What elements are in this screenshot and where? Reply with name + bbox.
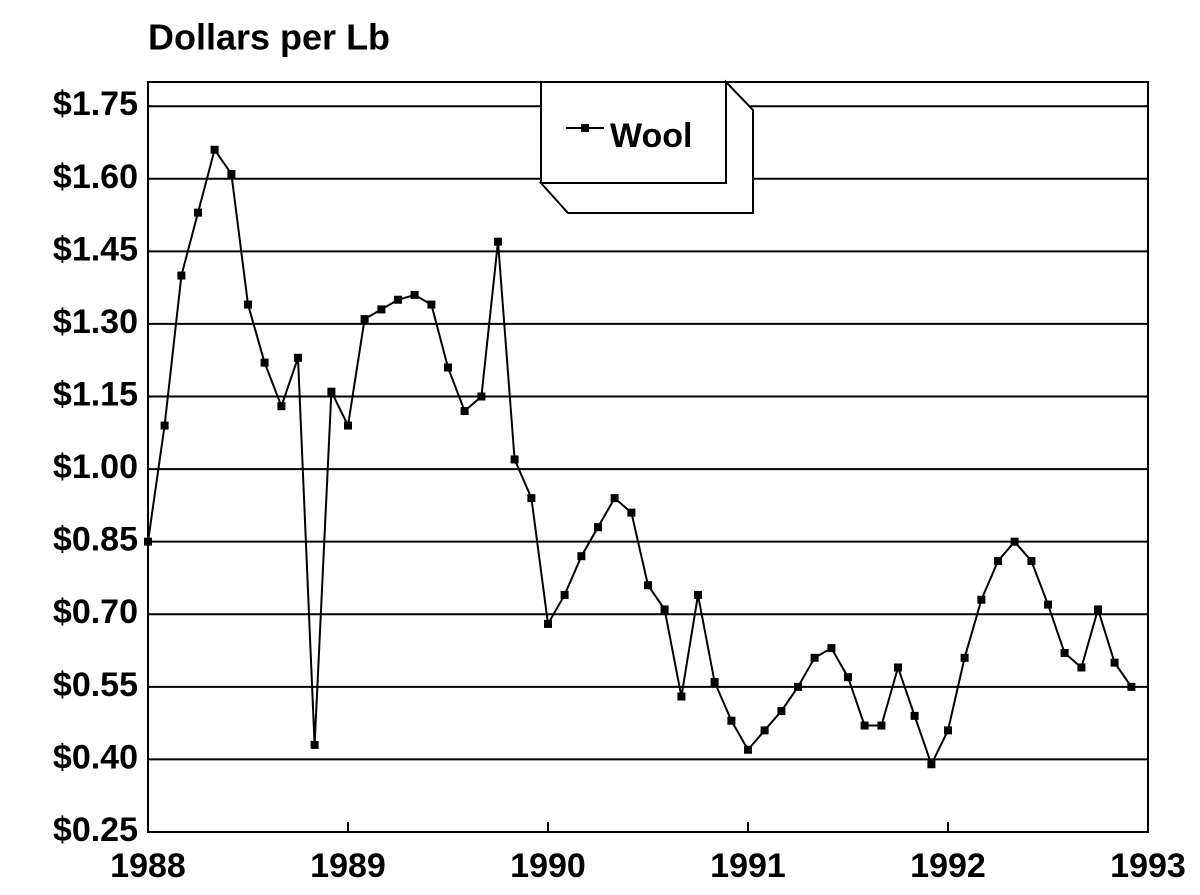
data-point	[777, 707, 786, 716]
data-point	[1077, 663, 1086, 672]
data-point	[827, 644, 836, 653]
data-point	[410, 290, 419, 299]
data-point	[277, 402, 286, 411]
data-point	[360, 315, 369, 324]
data-point	[810, 653, 819, 662]
data-point	[960, 653, 969, 662]
data-point	[210, 145, 219, 154]
data-point	[860, 721, 869, 730]
y-tick-label: $1.45	[53, 230, 138, 268]
chart-title: Dollars per Lb	[148, 17, 390, 58]
data-point	[677, 692, 686, 701]
data-point	[244, 300, 252, 309]
data-point	[194, 208, 202, 217]
y-tick-label: $0.85	[53, 521, 138, 559]
data-point	[144, 537, 152, 546]
data-point	[544, 619, 552, 628]
data-point	[394, 295, 402, 304]
data-point	[894, 663, 902, 672]
data-point	[310, 740, 319, 749]
data-point	[177, 271, 186, 280]
data-point	[1010, 537, 1019, 546]
data-point	[627, 508, 636, 517]
data-point	[227, 169, 236, 178]
data-point	[560, 590, 569, 599]
data-point	[844, 673, 852, 682]
legend-label: Wool	[610, 117, 692, 155]
x-tick-label: 1990	[510, 847, 586, 885]
x-tick-label: 1993	[1110, 847, 1186, 885]
x-tick-label: 1988	[110, 847, 186, 885]
y-tick-label: $1.00	[53, 448, 138, 486]
data-point	[610, 494, 619, 503]
data-point	[427, 300, 436, 309]
legend-marker	[581, 124, 589, 132]
data-point	[377, 305, 386, 314]
data-point	[160, 421, 169, 430]
data-point	[294, 353, 302, 362]
data-point	[527, 494, 536, 503]
data-point	[744, 745, 752, 754]
y-tick-label: $1.30	[53, 303, 138, 341]
y-tick-label: $0.70	[53, 593, 138, 631]
data-point	[910, 711, 919, 720]
data-point	[794, 682, 802, 691]
legend-box	[540, 81, 727, 184]
data-point	[444, 363, 452, 372]
x-tick-label: 1992	[910, 847, 986, 885]
data-point	[1027, 557, 1036, 566]
y-tick-label: $0.40	[53, 738, 138, 776]
data-point	[1110, 658, 1119, 667]
data-point	[344, 421, 352, 430]
y-tick-label: $1.60	[53, 158, 138, 196]
legend: Wool	[538, 79, 754, 214]
data-point	[577, 552, 586, 561]
data-point	[660, 605, 669, 614]
series-line	[147, 147, 1133, 767]
data-point	[1127, 682, 1136, 691]
data-point	[260, 358, 269, 367]
data-point	[927, 760, 936, 769]
data-point	[1094, 605, 1102, 614]
data-point	[944, 726, 952, 735]
y-tick-label: $0.25	[53, 811, 138, 849]
data-point	[760, 726, 769, 735]
data-point	[460, 407, 469, 416]
y-tick-label: $1.75	[53, 85, 138, 123]
data-point	[694, 590, 702, 599]
data-point	[594, 523, 602, 532]
x-tick-label: 1991	[710, 847, 786, 885]
data-point	[477, 392, 486, 401]
data-point	[727, 716, 736, 725]
data-point	[994, 557, 1002, 566]
data-point	[1060, 648, 1069, 657]
data-point	[710, 678, 719, 686]
data-point	[977, 595, 986, 604]
x-tick-label: 1989	[310, 847, 386, 885]
data-point	[1044, 600, 1052, 609]
data-point	[494, 237, 502, 246]
y-tick-label: $1.15	[53, 376, 138, 414]
data-point	[510, 455, 519, 464]
data-point	[644, 581, 652, 590]
data-point	[327, 387, 336, 396]
y-tick-label: $0.55	[53, 666, 138, 704]
data-point	[877, 721, 886, 730]
